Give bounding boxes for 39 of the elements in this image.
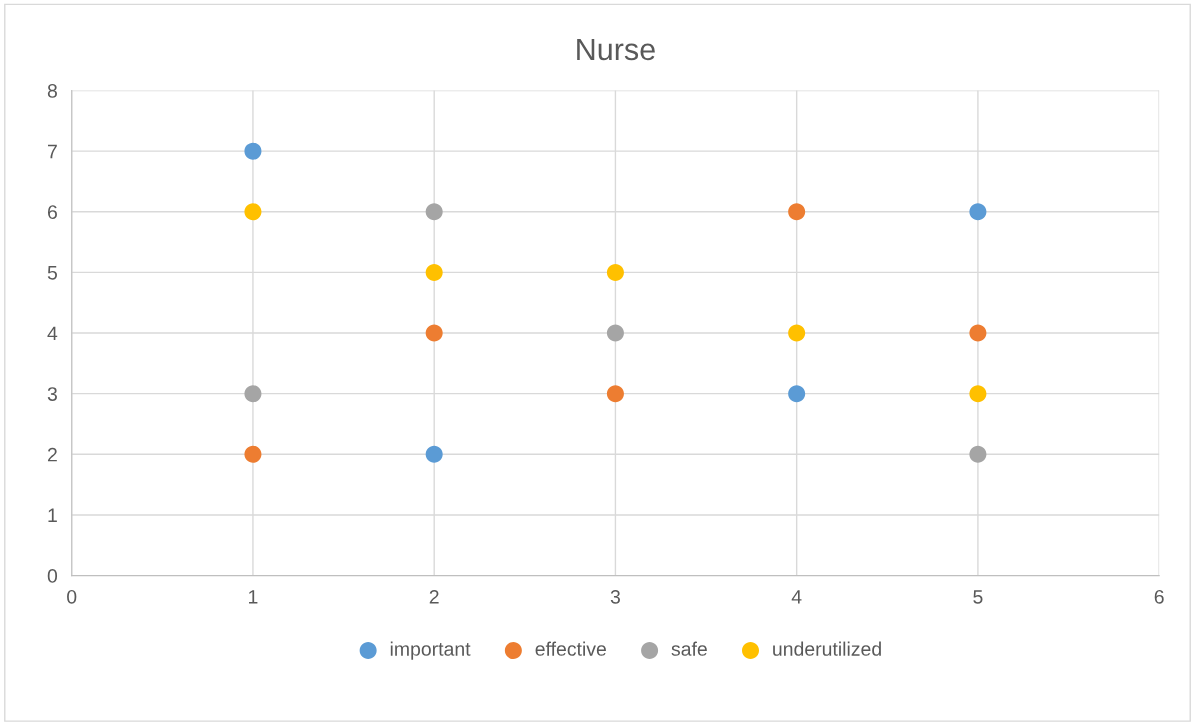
x-tick-label: 4 <box>791 590 802 604</box>
x-tick-label: 5 <box>973 590 983 604</box>
x-tick-label: 3 <box>610 589 620 604</box>
point <box>969 203 987 221</box>
chart-title: Nurse <box>577 38 655 61</box>
y-tick-label: 4 <box>47 326 58 341</box>
y-tick-label: 6 <box>47 205 57 220</box>
point <box>425 445 443 463</box>
point <box>606 263 624 281</box>
point <box>969 385 987 403</box>
legend-label: effective <box>535 641 606 656</box>
point <box>788 324 806 342</box>
point <box>425 203 443 221</box>
point <box>969 445 987 463</box>
y-tick-label: 8 <box>47 83 57 98</box>
x-tick-label: 0 <box>67 589 77 604</box>
legend-label: important <box>390 641 471 660</box>
y-tick-label: 3 <box>47 387 57 401</box>
point <box>425 263 443 281</box>
y-tick-label: 1 <box>48 508 57 522</box>
point <box>969 324 987 342</box>
point <box>606 385 624 403</box>
x-tick-label: 2 <box>429 589 439 604</box>
point <box>244 203 262 221</box>
x-tick-label: 1 <box>249 590 258 604</box>
legend-label: underutilized <box>773 641 881 656</box>
y-tick-label: 0 <box>47 569 58 583</box>
point <box>244 385 262 403</box>
point <box>244 445 262 463</box>
y-tick-label: 5 <box>47 266 57 280</box>
y-tick-label: 2 <box>47 447 57 462</box>
point <box>425 324 443 342</box>
point <box>244 142 262 160</box>
point <box>788 203 806 221</box>
y-tick-label: 7 <box>47 144 57 159</box>
point <box>788 385 806 403</box>
legend-label: safe <box>671 641 707 656</box>
x-tick-label: 6 <box>1154 589 1164 604</box>
point <box>606 324 624 342</box>
